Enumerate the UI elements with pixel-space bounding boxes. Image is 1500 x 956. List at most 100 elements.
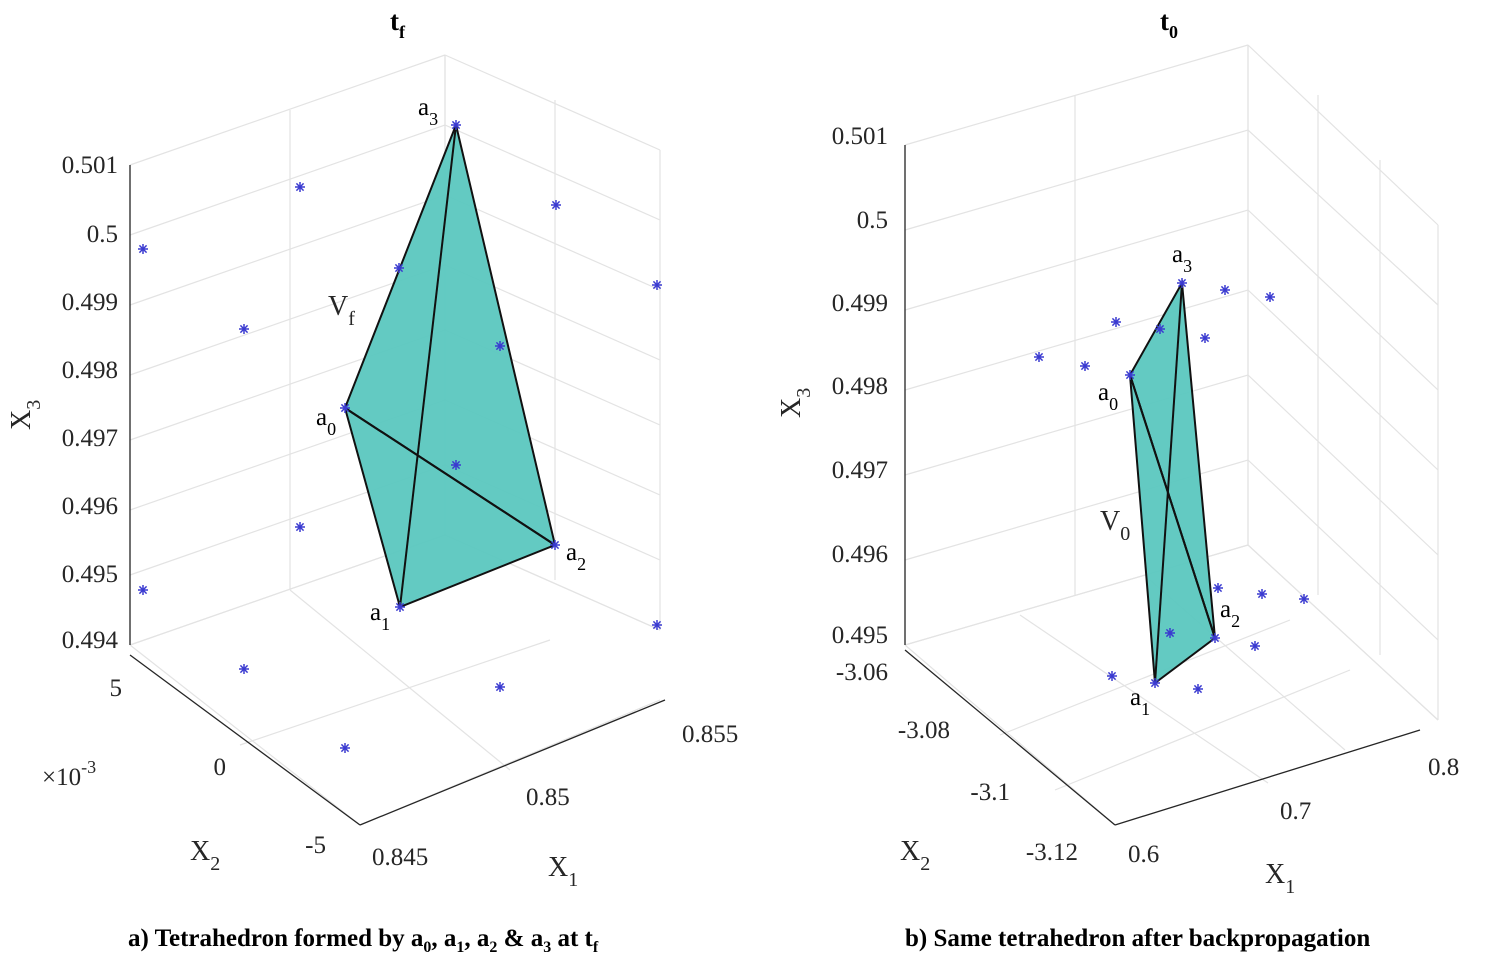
vertex-label-a0: a0	[316, 404, 336, 439]
sample-point-5	[451, 120, 461, 130]
z-tick: 0.499	[62, 289, 118, 316]
z-tick: 0.495	[832, 622, 888, 649]
edge-a0-a2	[1129, 374, 1216, 639]
sample-point-12	[1299, 594, 1309, 604]
panel-b-x1-label: X1	[1265, 859, 1295, 898]
sample-point-16	[1150, 678, 1160, 688]
z-tick: 0.497	[832, 457, 888, 484]
panel-a-y-ticks: 5 0 -5 ×10-3	[42, 675, 326, 859]
volume-label-vf: Vf	[328, 291, 355, 330]
sample-point-4	[1125, 370, 1135, 380]
z-tick: 0.498	[832, 373, 888, 400]
vertex-label-a1: a1	[1130, 684, 1150, 719]
y-tick: 5	[110, 675, 123, 702]
caption-b: b) Same tetrahedron after backpropagatio…	[905, 925, 1370, 952]
y-tick: -3.06	[836, 659, 888, 686]
sample-point-13	[1250, 641, 1260, 651]
x-tick: 0.7	[1280, 798, 1311, 825]
z-tick: 0.5	[857, 207, 888, 234]
sample-point-1	[1034, 352, 1044, 362]
panel-b-tetrahedron	[1128, 279, 1217, 685]
panel-a: 0.501 0.5 0.499 0.498 0.497 0.496 0.495 …	[6, 6, 738, 956]
vertex-label-a3: a3	[418, 94, 438, 129]
sample-point-17	[1107, 671, 1117, 681]
caption-a: a) Tetrahedron formed by a0, a1, a2 & a3…	[128, 925, 599, 956]
sample-point-15	[1165, 628, 1175, 638]
y-tick: -3.1	[970, 779, 1010, 806]
sample-point-6	[551, 200, 561, 210]
sample-point-13	[550, 540, 560, 550]
z-tick: 0.494	[62, 627, 119, 654]
panel-b-sample-points	[1034, 278, 1309, 694]
z-tick: 0.497	[62, 425, 118, 452]
y-tick: 0	[214, 754, 227, 781]
z-tick: 0.501	[832, 123, 888, 150]
vertex-label-a1: a1	[370, 599, 390, 634]
sample-point-1	[138, 244, 148, 254]
panel-a-title: tf	[390, 6, 406, 42]
sample-point-10	[1213, 583, 1223, 593]
panel-b-y-ticks: -3.06 -3.08 -3.1 -3.12	[836, 659, 1078, 866]
panel-b-x-ticks: 0.6 0.7 0.8	[1128, 754, 1459, 868]
vertex-label-a2: a2	[566, 539, 586, 574]
x-tick: 0.8	[1428, 754, 1459, 781]
vertex-label-a0: a0	[1098, 379, 1118, 414]
y-exponent: ×10-3	[42, 757, 96, 791]
panel-a-x2-label: X2	[190, 836, 220, 875]
x-tick: 0.6	[1128, 841, 1159, 868]
sample-point-3	[239, 324, 249, 334]
sample-point-5	[1155, 324, 1165, 334]
vertex-label-a2: a2	[1220, 596, 1240, 631]
panel-a-y-axis	[129, 654, 361, 826]
sample-point-9	[1200, 333, 1210, 343]
sample-point-18	[1193, 684, 1203, 694]
sample-point-17	[495, 682, 505, 692]
panel-b-z-ticks: 0.501 0.5 0.499 0.498 0.497 0.496 0.495	[832, 123, 888, 649]
panel-a-x1-label: X1	[548, 852, 578, 891]
z-tick: 0.5	[87, 221, 118, 248]
panel-a-x-axis	[359, 699, 666, 826]
sample-point-6	[1177, 278, 1187, 288]
volume-label-v0: V0	[1100, 506, 1130, 545]
z-tick: 0.496	[832, 541, 888, 568]
z-tick: 0.496	[62, 493, 118, 520]
z-tick: 0.498	[62, 357, 118, 384]
z-tick: 0.501	[62, 152, 118, 179]
sample-point-7	[652, 280, 662, 290]
sample-point-18	[340, 743, 350, 753]
sample-point-7	[1220, 285, 1230, 295]
sample-point-15	[652, 620, 662, 630]
panel-a-sample-points	[138, 120, 662, 753]
edge-a1-a3	[1154, 282, 1183, 684]
sample-point-14	[1210, 633, 1220, 643]
panel-b-x3-label: X3	[776, 388, 815, 418]
sample-point-3	[1080, 361, 1090, 371]
panel-b-y-axis	[904, 649, 1116, 826]
sample-point-2	[295, 182, 305, 192]
panel-b-x2-label: X2	[900, 836, 930, 875]
sample-point-8	[1265, 292, 1275, 302]
z-tick: 0.499	[832, 290, 888, 317]
vertex-label-a3: a3	[1172, 241, 1192, 276]
sample-point-9	[340, 403, 350, 413]
sample-point-4	[394, 263, 404, 273]
sample-point-12	[138, 585, 148, 595]
y-tick: -3.12	[1026, 839, 1078, 866]
panel-b-x-axis	[1114, 729, 1421, 826]
panel-b-title: t0	[1160, 6, 1178, 42]
panel-a-tetrahedron	[343, 121, 558, 609]
sample-point-2	[1111, 317, 1121, 327]
panel-b: 0.501 0.5 0.499 0.498 0.497 0.496 0.495 …	[776, 6, 1459, 952]
sample-point-14	[395, 602, 405, 612]
x-tick: 0.855	[682, 721, 738, 748]
panel-a-x-ticks: 0.845 0.85 0.855	[372, 721, 738, 871]
panel-a-z-ticks: 0.501 0.5 0.499 0.498 0.497 0.496 0.495 …	[62, 152, 119, 654]
sample-point-10	[451, 460, 461, 470]
panel-a-x3-label: X3	[6, 400, 45, 430]
sample-point-11	[1257, 589, 1267, 599]
x-tick: 0.845	[372, 844, 428, 871]
y-tick: -5	[305, 832, 326, 859]
edge-a1-a3	[399, 124, 457, 608]
sample-point-11	[295, 522, 305, 532]
